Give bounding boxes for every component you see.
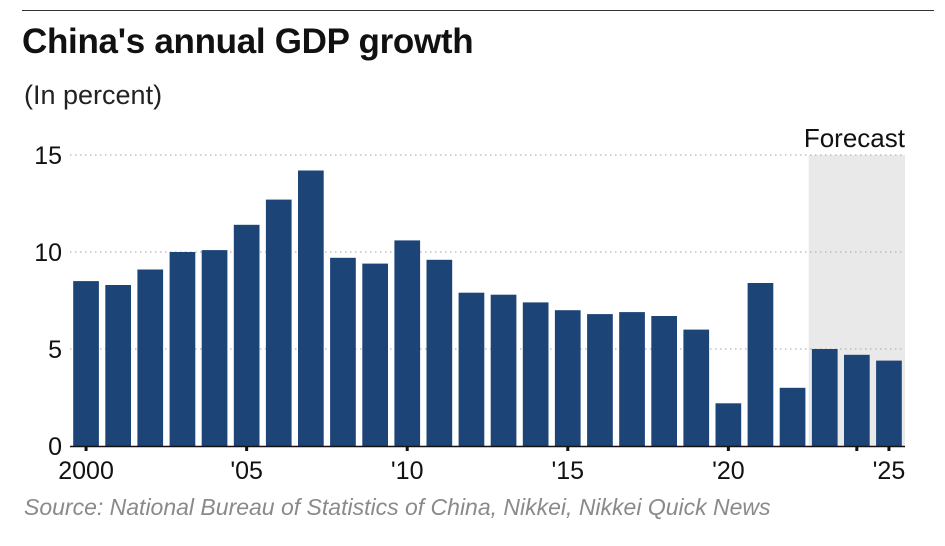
bar-2010 xyxy=(394,240,421,446)
bar-2015 xyxy=(554,310,581,446)
bar-2005 xyxy=(233,224,260,446)
x-tick-label: '15 xyxy=(551,457,584,485)
top-rule xyxy=(22,10,934,11)
bar-2021 xyxy=(747,283,774,446)
x-axis-ticks: 2000 '05 '10 '15 '20 '25 xyxy=(58,446,905,485)
forecast-label: Forecast xyxy=(804,123,906,153)
bar-2006 xyxy=(265,199,292,446)
bar-2013 xyxy=(490,294,517,446)
bar-2008 xyxy=(330,257,356,446)
bar-2000 xyxy=(73,281,99,446)
bar-2018 xyxy=(651,316,677,446)
bar-2017 xyxy=(619,312,645,446)
bar-2022 xyxy=(779,387,806,446)
bar-2011 xyxy=(426,259,453,446)
bar-2004 xyxy=(201,250,228,446)
bar-2024 xyxy=(844,354,870,446)
chart-subtitle: (In percent) xyxy=(24,80,163,110)
x-tick-label: '05 xyxy=(230,457,263,485)
bar-2003 xyxy=(169,252,196,446)
y-axis-tick-labels: 0 5 10 15 xyxy=(34,142,62,461)
bar-2019 xyxy=(683,329,710,446)
bar-2016 xyxy=(587,314,613,446)
bar-2014 xyxy=(522,302,549,446)
y-tick-label: 5 xyxy=(48,336,62,364)
y-tick-label: 10 xyxy=(34,239,62,267)
bar-2012 xyxy=(458,292,485,446)
bar-2007 xyxy=(298,170,324,446)
bar-series xyxy=(73,170,902,446)
x-tick-label: '25 xyxy=(873,457,906,485)
y-tick-label: 15 xyxy=(34,142,62,170)
y-tick-label: 0 xyxy=(48,433,62,461)
source-note: Source: National Bureau of Statistics of… xyxy=(24,494,771,520)
bar-2002 xyxy=(137,269,164,446)
x-tick-label: '10 xyxy=(391,457,424,485)
x-tick-label: 2000 xyxy=(58,457,114,485)
bar-2023 xyxy=(811,349,838,446)
bar-2009 xyxy=(362,263,388,446)
bar-2025 xyxy=(876,360,902,446)
chart-title: China's annual GDP growth xyxy=(22,22,474,61)
x-tick-label: '20 xyxy=(712,457,745,485)
bar-2020 xyxy=(715,403,742,446)
bar-2001 xyxy=(105,285,131,446)
